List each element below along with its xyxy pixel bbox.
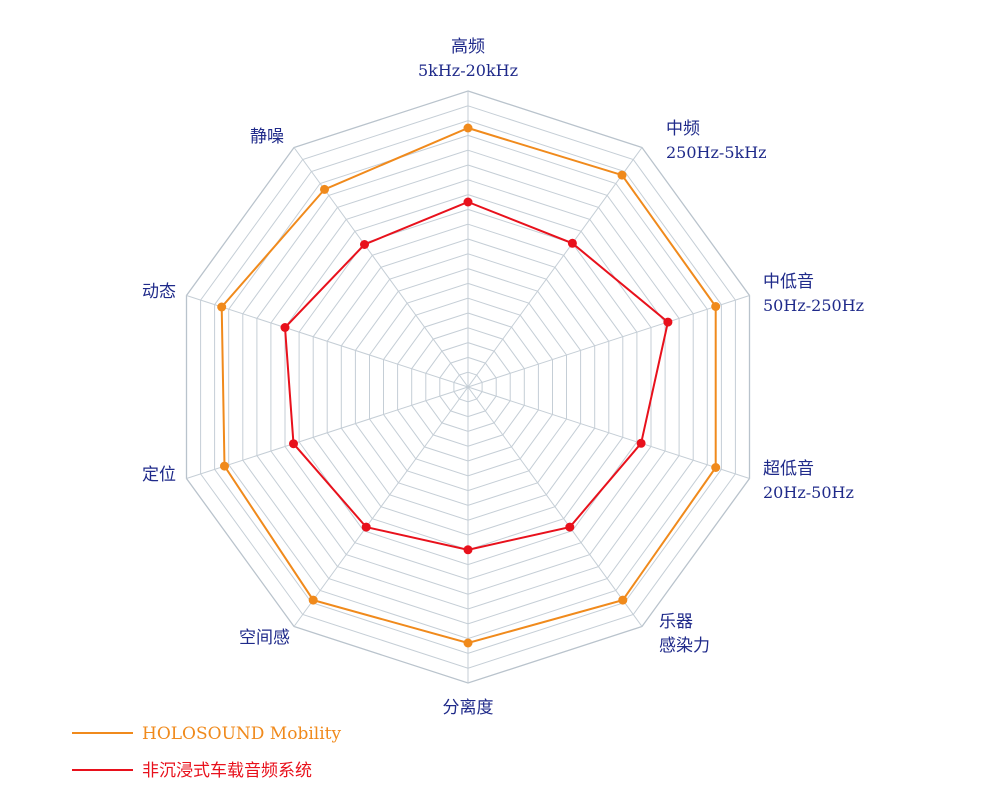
legend-item-holosound[interactable]: HOLOSOUND Mobility (72, 724, 341, 744)
axis-label-text: 空间感 (239, 628, 290, 648)
data-point (463, 123, 473, 133)
axis-label-3: 超低音 20Hz-50Hz (763, 459, 854, 502)
axis-label-text: 乐器 (659, 612, 693, 632)
grid-spoke (186, 386, 469, 479)
axis-label-7: 定位 (142, 465, 176, 485)
axis-sublabel-text: 5kHz-20kHz (418, 61, 518, 80)
grid-spoke (293, 386, 469, 627)
axis-label-0: 高频 5kHz-20kHz (418, 37, 518, 80)
data-point (289, 439, 298, 449)
data-point (463, 638, 473, 648)
data-point (463, 197, 473, 207)
data-point (711, 463, 721, 472)
axis-label-2: 中低音 50Hz-250Hz (763, 272, 864, 315)
data-point (463, 545, 473, 555)
axis-label-8: 动态 (142, 282, 176, 302)
grid-spoke (467, 295, 750, 388)
axis-sublabel-text: 20Hz-50Hz (763, 483, 854, 502)
axis-label-text: 中低音 (763, 272, 814, 292)
axis-sublabel-text: 感染力 (659, 636, 710, 656)
axis-label-5: 分离度 (443, 698, 494, 718)
data-point (618, 595, 628, 605)
axis-labels: 高频 5kHz-20kHz 中频 250Hz-5kHz 中低音 50Hz-250Hz 超低音… (142, 37, 864, 718)
grid-spoke (293, 147, 469, 388)
axis-label-6: 空间感 (239, 628, 290, 648)
axis-label-text: 超低音 (763, 459, 814, 479)
data-point (567, 238, 577, 248)
data-point (565, 522, 575, 532)
axis-label-text: 中频 (666, 119, 700, 139)
data-point (617, 170, 627, 180)
data-point (320, 184, 329, 194)
radar-series (217, 123, 721, 648)
legend-label-non-immersive: 非沉浸式车载音频系统 (142, 761, 312, 781)
data-point (361, 522, 371, 532)
data-point (636, 438, 646, 448)
data-point (663, 317, 673, 327)
data-point (280, 323, 290, 332)
axis-label-text: 动态 (142, 282, 176, 302)
axis-label-9: 静噪 (250, 127, 284, 147)
axis-label-text: 定位 (142, 465, 176, 485)
axis-label-1: 中频 250Hz-5kHz (666, 119, 767, 162)
grid-spoke (467, 386, 750, 479)
axis-label-text: 高频 (451, 37, 485, 57)
legend-item-non-immersive[interactable]: 非沉浸式车载音频系统 (72, 761, 312, 781)
data-point (220, 461, 229, 471)
grid-spoke (467, 147, 643, 388)
grid-spoke (186, 295, 469, 388)
axis-sublabel-text: 250Hz-5kHz (666, 143, 767, 162)
legend: HOLOSOUND Mobility 非沉浸式车载音频系统 (72, 724, 341, 781)
data-point (308, 595, 318, 605)
grid-spoke (467, 386, 643, 627)
axis-sublabel-text: 50Hz-250Hz (763, 296, 864, 315)
legend-label-holosound: HOLOSOUND Mobility (142, 724, 341, 744)
axis-label-text: 静噪 (250, 127, 284, 147)
radar-grid (185, 90, 751, 684)
data-point (217, 302, 227, 312)
data-point (711, 302, 721, 311)
data-point (360, 240, 369, 249)
axis-label-text: 分离度 (443, 698, 494, 718)
